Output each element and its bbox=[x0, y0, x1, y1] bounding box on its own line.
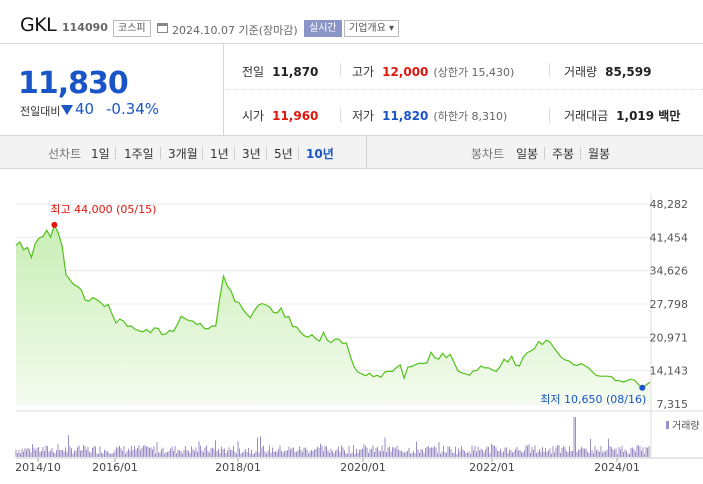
y-tick-label: 34,626 bbox=[650, 265, 689, 278]
realtime-button[interactable]: 실시간 bbox=[304, 20, 342, 37]
tab-divider bbox=[160, 147, 161, 159]
prev-compare-label: 전일대비 bbox=[20, 105, 61, 118]
stats-divider bbox=[224, 89, 703, 90]
tab-3y[interactable]: 3년 bbox=[242, 147, 261, 161]
y-axis-ticks: 48,282 41,454 34,626 27,798 20,971 14,143 7,31… bbox=[650, 198, 689, 411]
x-tick-label: 2022/01 bbox=[469, 461, 515, 474]
low-marker bbox=[639, 384, 646, 391]
tab-1w[interactable]: 1주일 bbox=[124, 147, 154, 161]
line-chart-label: 선차트 bbox=[48, 147, 82, 161]
stat-volume: 거래량 85,599 bbox=[564, 65, 652, 79]
y-tick-label: 48,282 bbox=[650, 198, 689, 211]
stats-sep bbox=[549, 63, 550, 77]
stats-sep bbox=[549, 108, 550, 122]
tab-weekly[interactable]: 주봉 bbox=[552, 147, 575, 161]
tab-divider bbox=[580, 147, 581, 159]
high-annotation: 최고 44,000 (05/15) bbox=[50, 203, 156, 216]
tab-divider bbox=[234, 147, 235, 159]
price-change: 40 bbox=[75, 100, 95, 118]
price-line bbox=[15, 223, 651, 389]
stats-sep bbox=[340, 63, 341, 77]
stats-panel: 전일 11,870 고가 12,000 (상한가 15,430) 거래량 85,599 … bbox=[224, 44, 703, 135]
down-triangle-icon bbox=[61, 105, 73, 115]
stat-low: 저가 11,820 (하한가 8,310) bbox=[352, 109, 508, 123]
tab-divider bbox=[115, 147, 116, 159]
y-tick-label: 14,143 bbox=[650, 365, 689, 378]
x-tick-label: 2018/01 bbox=[215, 461, 261, 474]
price-chart-svg: 48,282 41,454 34,626 27,798 20,971 14,143 7,31… bbox=[15, 194, 703, 474]
stat-high: 고가 12,000 (상한가 15,430) bbox=[352, 65, 515, 79]
volume-bars: 거래량 bbox=[15, 417, 700, 457]
chart-markers: 최고 44,000 (05/15) 최저 10,650 (08/16) bbox=[50, 203, 646, 406]
stats-sep bbox=[340, 108, 341, 122]
y-tick-label: 20,971 bbox=[650, 331, 689, 344]
tab-10y[interactable]: 10년 bbox=[306, 147, 334, 161]
high-marker bbox=[51, 221, 58, 228]
calendar-icon bbox=[157, 23, 168, 33]
current-price: 11,830 bbox=[18, 66, 129, 101]
stock-header: GKL 114090 코스피 2024.10.07 기준(장마감) 실시간 기업… bbox=[0, 0, 703, 44]
price-panel: 11,830 전일대비 40 -0.34% bbox=[0, 44, 224, 135]
stock-name: GKL bbox=[20, 14, 57, 36]
tab-daily[interactable]: 일봉 bbox=[516, 147, 539, 161]
x-tick-label: 2016/01 bbox=[92, 461, 138, 474]
price-area bbox=[16, 224, 650, 404]
quote-date: 2024.10.07 기준(장마감) bbox=[172, 24, 298, 37]
tab-divider bbox=[298, 147, 299, 159]
tab-1y[interactable]: 1년 bbox=[210, 147, 229, 161]
low-annotation: 최저 10,650 (08/16) bbox=[540, 393, 646, 406]
stock-code: 114090 bbox=[62, 21, 108, 34]
x-tick-label: 2024/01 bbox=[594, 461, 640, 474]
x-tick-label: 2020/01 bbox=[340, 461, 386, 474]
tab-divider bbox=[544, 147, 545, 159]
y-tick-label: 27,798 bbox=[650, 298, 689, 311]
volume-legend-label: 거래량 bbox=[672, 420, 700, 432]
stat-amount: 거래대금 1,019 백만 bbox=[564, 109, 681, 123]
tab-5y[interactable]: 5년 bbox=[274, 147, 293, 161]
corp-info-dropdown[interactable]: 기업개요 ▾ bbox=[344, 20, 399, 37]
tab-divider bbox=[202, 147, 203, 159]
y-tick-label: 7,315 bbox=[657, 398, 689, 411]
volume-legend-swatch bbox=[666, 421, 669, 429]
x-axis-ticks: 2014/10 2016/01 2018/01 2020/01 2022/01 2024/… bbox=[15, 458, 640, 474]
tab-1d[interactable]: 1일 bbox=[91, 147, 110, 161]
candle-chart-label: 봉차트 bbox=[471, 147, 505, 161]
x-tick-label: 2014/10 bbox=[15, 461, 61, 474]
tab-monthly[interactable]: 월봉 bbox=[588, 147, 611, 161]
tab-divider bbox=[266, 147, 267, 159]
market-badge: 코스피 bbox=[113, 20, 151, 37]
chart-tabs: 선차트 1일 1주일 3개월 1년 3년 5년 10년 봉차트 일봉 주봉 월봉 bbox=[0, 135, 703, 169]
tab-3m[interactable]: 3개월 bbox=[168, 147, 198, 161]
price-chart[interactable]: 48,282 41,454 34,626 27,798 20,971 14,143 7,31… bbox=[0, 169, 703, 484]
y-tick-label: 41,454 bbox=[650, 231, 689, 244]
stat-open: 시가 11,960 bbox=[242, 109, 319, 123]
stat-prev-close: 전일 11,870 bbox=[242, 65, 319, 79]
tabs-section-divider bbox=[366, 136, 367, 168]
price-change-pct: -0.34% bbox=[106, 100, 160, 118]
